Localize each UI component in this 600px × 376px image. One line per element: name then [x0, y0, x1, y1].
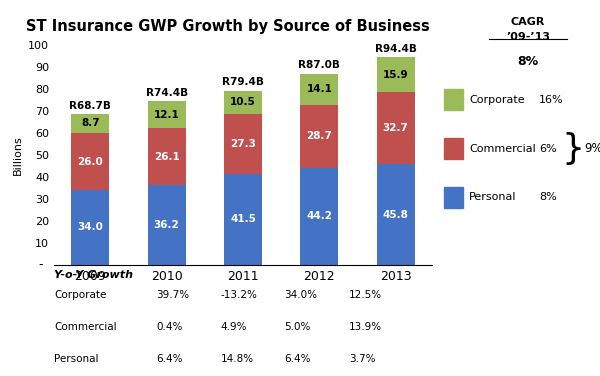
Text: 41.5: 41.5	[230, 214, 256, 224]
Text: Commercial: Commercial	[469, 144, 536, 153]
Text: 34.0%: 34.0%	[284, 290, 317, 300]
Bar	[300, 105, 338, 168]
Bar	[377, 164, 415, 265]
Bar	[224, 174, 262, 265]
Text: 10.5: 10.5	[230, 97, 256, 107]
Text: ST Insurance GWP Growth by Source of Business: ST Insurance GWP Growth by Source of Bus…	[26, 19, 430, 34]
Text: 9%: 9%	[584, 142, 600, 155]
Text: 26.1: 26.1	[154, 152, 179, 162]
Bar	[300, 168, 338, 265]
Text: Personal: Personal	[469, 193, 517, 202]
Text: R68.7B: R68.7B	[70, 101, 111, 111]
Bar	[71, 190, 109, 265]
Text: R74.4B: R74.4B	[146, 88, 188, 98]
Text: }: }	[561, 132, 584, 165]
Text: 3.7%: 3.7%	[349, 354, 376, 364]
Bar	[377, 92, 415, 164]
Text: 28.7: 28.7	[307, 131, 332, 141]
Text: 14.8%: 14.8%	[220, 354, 253, 364]
Y-axis label: Billions: Billions	[13, 135, 23, 175]
Text: 36.2: 36.2	[154, 220, 179, 230]
Text: 12.5%: 12.5%	[349, 290, 382, 300]
Bar	[224, 114, 262, 174]
Text: 13.9%: 13.9%	[349, 322, 382, 332]
Text: 15.9: 15.9	[383, 70, 409, 80]
Text: R94.4B: R94.4B	[375, 44, 416, 54]
Text: 12.1: 12.1	[154, 110, 179, 120]
Text: 16%: 16%	[539, 95, 563, 105]
Text: Corporate: Corporate	[54, 290, 106, 300]
Text: 45.8: 45.8	[383, 209, 409, 220]
Text: 14.1: 14.1	[307, 84, 332, 94]
Text: 39.7%: 39.7%	[156, 290, 189, 300]
Text: 8.7: 8.7	[81, 118, 100, 129]
Text: 8%: 8%	[539, 193, 557, 202]
Text: 8%: 8%	[517, 55, 539, 68]
Text: Y-o-Y Growth: Y-o-Y Growth	[54, 270, 133, 280]
Text: Commercial: Commercial	[54, 322, 116, 332]
Text: 6.4%: 6.4%	[156, 354, 182, 364]
Bar	[300, 74, 338, 105]
Bar	[148, 128, 186, 185]
Bar	[377, 58, 415, 92]
Text: -: -	[38, 258, 43, 271]
Text: 0.4%: 0.4%	[156, 322, 182, 332]
Text: -13.2%: -13.2%	[220, 290, 257, 300]
Text: 34.0: 34.0	[77, 223, 103, 232]
Text: 32.7: 32.7	[383, 123, 409, 133]
Text: 26.0: 26.0	[77, 156, 103, 167]
Bar	[71, 133, 109, 190]
Text: R79.4B: R79.4B	[222, 77, 264, 87]
Text: R87.0B: R87.0B	[298, 61, 340, 70]
Bar	[148, 102, 186, 128]
Text: CAGR: CAGR	[511, 17, 545, 27]
Text: Personal: Personal	[54, 354, 98, 364]
Text: 6%: 6%	[539, 144, 556, 153]
Text: 6.4%: 6.4%	[284, 354, 311, 364]
Text: ’09-’13: ’09-’13	[506, 32, 550, 42]
Text: 27.3: 27.3	[230, 139, 256, 149]
Text: 44.2: 44.2	[307, 211, 332, 221]
Bar	[224, 91, 262, 114]
Text: Corporate: Corporate	[469, 95, 525, 105]
Bar	[148, 185, 186, 265]
Bar	[71, 114, 109, 133]
Text: 5.0%: 5.0%	[284, 322, 311, 332]
Text: 4.9%: 4.9%	[220, 322, 247, 332]
